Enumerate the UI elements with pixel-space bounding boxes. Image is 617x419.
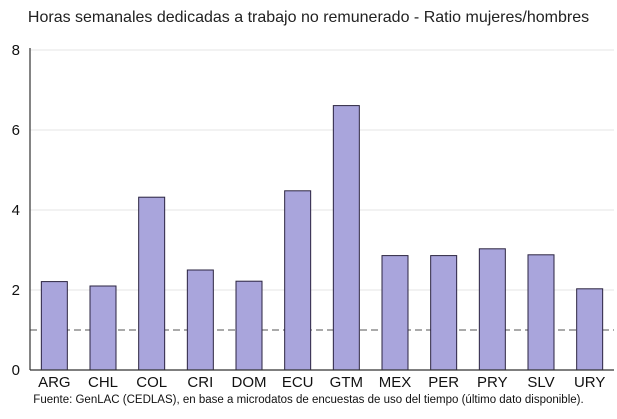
bar — [186, 269, 214, 371]
bar — [430, 255, 458, 371]
y-tick-label: 6 — [12, 122, 20, 139]
bar — [138, 196, 166, 371]
x-tick-label: GTM — [330, 374, 363, 391]
bar — [576, 288, 604, 371]
x-tick-label: MEX — [379, 374, 412, 391]
x-tick-label: CRI — [187, 374, 213, 391]
x-tick-label: PRY — [477, 374, 508, 391]
x-tick-label: SLV — [527, 374, 554, 391]
chart-source-note: Fuente: GenLAC (CEDLAS), en base a micro… — [33, 394, 584, 406]
bar — [89, 285, 117, 371]
x-tick-label: COL — [136, 374, 167, 391]
x-tick-label: CHL — [88, 374, 118, 391]
x-tick-label: PER — [428, 374, 459, 391]
y-tick-label: 2 — [12, 282, 20, 299]
x-tick-label: URY — [574, 374, 605, 391]
bar — [235, 280, 263, 371]
x-tick-label: ECU — [282, 374, 314, 391]
bar — [332, 105, 360, 371]
bar — [381, 255, 409, 371]
bar — [527, 254, 555, 371]
y-tick-label: 4 — [12, 202, 20, 219]
y-tick-label: 0 — [12, 362, 20, 379]
bar — [284, 190, 312, 371]
x-tick-label: DOM — [232, 374, 267, 391]
bar — [478, 248, 506, 371]
y-tick-label: 8 — [12, 42, 20, 59]
chart-title: Horas semanales dedicadas a trabajo no r… — [27, 9, 590, 26]
x-tick-label: ARG — [38, 374, 71, 391]
bar — [40, 281, 68, 371]
